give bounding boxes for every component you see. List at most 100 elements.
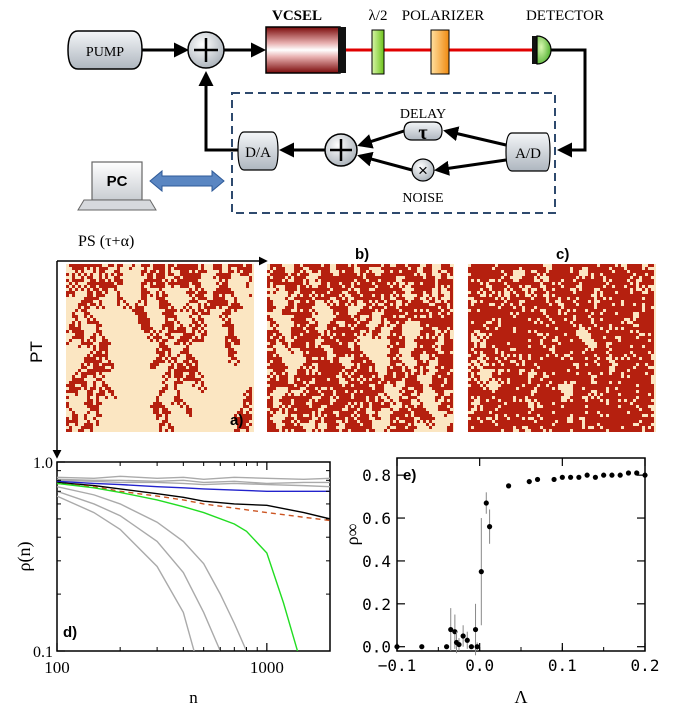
delay-block: DELAY τ (400, 107, 446, 144)
data-point-21 (576, 474, 582, 480)
mult-symbol: × (418, 161, 428, 180)
data-point-7 (460, 633, 466, 639)
x-tick-label: 0.0 (465, 656, 494, 675)
data-link-arrow (149, 169, 225, 193)
plot-frame (396, 457, 646, 652)
data-point-28 (634, 470, 640, 476)
series-group (57, 475, 330, 651)
panel-e-label: e) (403, 467, 416, 484)
series-line-2 (57, 479, 330, 488)
y-axis-label: ρ(n) (14, 542, 35, 572)
spacetime-panel-c (468, 264, 656, 432)
detector: DETECTOR (526, 8, 604, 65)
data-point-18 (551, 476, 557, 483)
chart-e: −0.1 0.0 0.1 0.20.00.20.40.60.8Λρ∞e) (342, 457, 660, 704)
pump-label: PUMP (86, 45, 124, 60)
spacetime-panel-b (267, 264, 454, 432)
x-tick-label: −0.1 (378, 656, 417, 675)
summing-junction-feedback (324, 133, 358, 167)
x-axis-label: n (189, 688, 198, 704)
data-point-1 (419, 644, 425, 650)
data-point-20 (568, 474, 574, 480)
data-point-29 (642, 472, 648, 478)
data-point-12 (478, 569, 484, 575)
data-point-16 (526, 478, 532, 485)
series-line-7 (57, 486, 248, 651)
vcsel-block: VCSEL (265, 8, 346, 74)
x-tick-label: 1000 (250, 658, 284, 677)
detector-label: DETECTOR (526, 8, 604, 24)
half-wave-plate: λ/2 (369, 8, 388, 75)
ad-converter: A/D (505, 132, 551, 172)
polarizer-label: POLARIZER (402, 8, 485, 24)
y-axis-label: ρ∞ (342, 523, 362, 545)
data-point-26 (617, 472, 623, 478)
data-point-0 (394, 644, 400, 650)
delay-label: DELAY (400, 107, 446, 122)
polarizer: POLARIZER (402, 8, 485, 75)
halfwave-label: λ/2 (369, 8, 388, 24)
series-line-0 (57, 475, 330, 480)
pc-computer: PC (77, 161, 157, 211)
series-line-8 (57, 490, 221, 651)
data-point-19 (559, 474, 565, 480)
panel-a-label: a) (230, 412, 243, 429)
x-tick-label: 100 (44, 658, 70, 677)
panel-b-label: b) (355, 246, 369, 263)
data-point-9 (468, 644, 474, 650)
data-point-8 (464, 637, 470, 643)
data-point-14 (486, 524, 493, 530)
tau-symbol: τ (418, 122, 427, 144)
pc-label: PC (107, 173, 128, 190)
data-point-10 (472, 626, 479, 633)
data-point-2 (444, 644, 450, 650)
scatter-points (394, 470, 648, 656)
setup-schematic: PUMP VCSEL λ/2 POLARIZER DETECTO (67, 8, 604, 214)
vcsel-label: VCSEL (272, 8, 322, 24)
y-tick-label: 0.6 (362, 509, 391, 528)
series-line-5 (57, 482, 330, 522)
series-line-3 (57, 480, 330, 492)
y-tick-label: 0.4 (362, 552, 391, 571)
chart-d: 100 1000 0.1 1.0 n ρ(n) d) (14, 455, 331, 704)
pump-block: PUMP (67, 30, 143, 70)
spacetime-section: PS (τ+α) PT a) b) c) (27, 233, 656, 459)
activity-pattern (468, 264, 654, 432)
data-point-3 (448, 626, 454, 633)
activity-pattern (267, 264, 453, 432)
summing-junction-main (187, 31, 225, 69)
y-tick-label: 0.8 (362, 466, 391, 485)
x-tick-label: 0.2 (631, 656, 660, 675)
noise-multiplier: × NOISE (402, 158, 444, 206)
series-line-6 (57, 482, 299, 651)
activity-pattern (66, 264, 252, 432)
electronics-box (231, 92, 556, 214)
noise-label: NOISE (402, 191, 443, 206)
series-line-4 (57, 481, 330, 520)
y-tick-label: 0.1 (33, 644, 53, 661)
y-tick-label: 0.2 (362, 595, 391, 614)
y-tick-label: 1.0 (33, 455, 53, 472)
data-point-25 (609, 472, 615, 478)
panel-c-label: c) (556, 246, 569, 263)
x-axis-label: Λ (514, 687, 527, 704)
data-point-17 (534, 476, 541, 483)
data-point-11 (474, 644, 480, 650)
x-tick-label: 0.1 (548, 656, 577, 675)
data-point-15 (506, 483, 512, 489)
data-point-13 (483, 500, 489, 506)
pt-axis-label: PT (27, 341, 46, 363)
ps-axis-label: PS (τ+α) (78, 233, 134, 250)
da-label: D/A (245, 145, 271, 161)
ad-label: A/D (515, 146, 541, 162)
series-line-9 (57, 495, 195, 651)
panel-d-label: d) (63, 624, 77, 641)
data-point-6 (456, 641, 462, 648)
series-line-1 (57, 478, 330, 485)
da-converter: D/A (237, 131, 279, 171)
spacetime-panel-a (66, 264, 254, 432)
data-point-23 (592, 474, 599, 480)
y-tick-label: 0.0 (362, 638, 391, 657)
data-point-22 (584, 472, 590, 478)
